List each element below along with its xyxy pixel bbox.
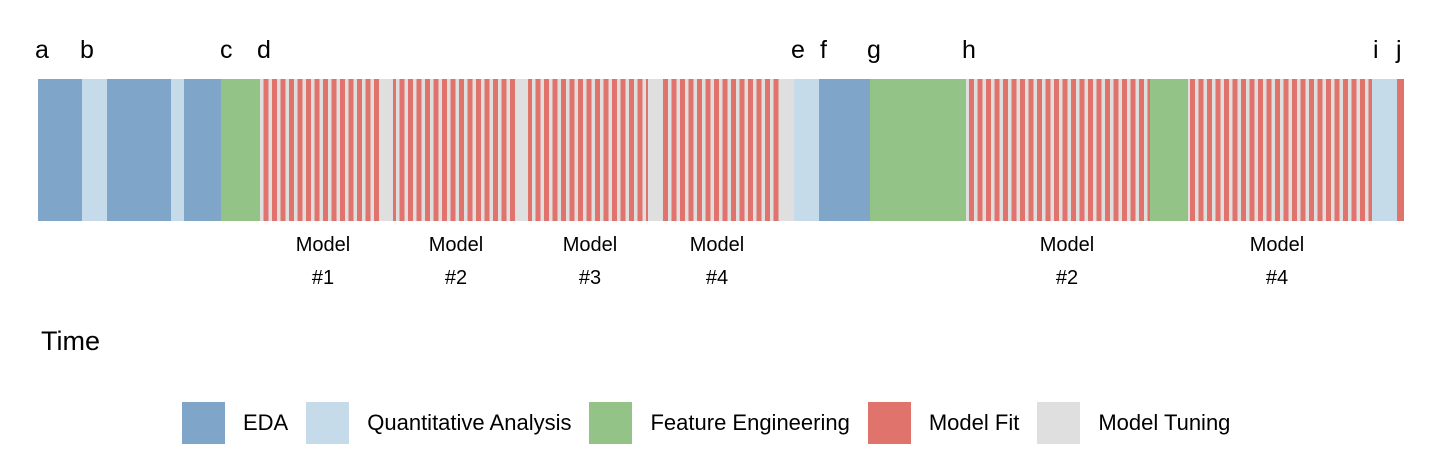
segment-model-fit (1397, 79, 1404, 221)
segment-eda (107, 79, 171, 221)
model-label-2: Model #2 (429, 234, 483, 289)
model-label-line2: #4 (706, 267, 728, 289)
segment-eda (38, 79, 82, 221)
legend-label-quantitative-analysis: Quantitative Analysis (367, 410, 572, 435)
segment-model-tuning (515, 79, 528, 221)
legend-item-feature-engineering: Feature Engineering (589, 402, 850, 444)
model-label-line2: #2 (445, 267, 467, 289)
model-label-line1: Model (1040, 234, 1094, 256)
timeline-bar (38, 79, 1404, 221)
marker-letter-i: i (1373, 36, 1379, 64)
marker-letter-c: c (220, 36, 233, 64)
model-label-1: Model #1 (296, 234, 350, 289)
legend-label-feature-engineering: Feature Engineering (650, 410, 850, 435)
legend-swatch-eda (182, 402, 225, 444)
time-axis-label: Time (41, 326, 100, 356)
model-label-line1: Model (296, 234, 350, 256)
segment-feature-engineering (1150, 79, 1188, 221)
model-label-line1: Model (429, 234, 483, 256)
segment-quantitative-analysis (82, 79, 107, 221)
marker-letter-f: f (820, 36, 827, 64)
legend-label-model-tuning: Model Tuning (1098, 410, 1231, 435)
marker-letter-a: a (35, 36, 49, 64)
segment-model-tuning (648, 79, 660, 221)
model-label-6: Model #4 (1250, 234, 1304, 289)
model-label-line1: Model (563, 234, 617, 256)
segment-model-fit-tuning-model-2 (966, 79, 1150, 221)
marker-letter-h: h (962, 36, 976, 64)
legend: EDA Quantitative Analysis Feature Engine… (182, 402, 1248, 444)
segment-eda (184, 79, 221, 221)
legend-swatch-feature-engineering (589, 402, 633, 444)
legend-item-model-fit: Model Fit (867, 402, 1020, 444)
model-label-line2: #3 (579, 267, 601, 289)
legend-item-model-tuning: Model Tuning (1037, 402, 1230, 444)
segment-model-tuning (380, 79, 393, 221)
model-label-line2: #4 (1266, 267, 1288, 289)
segment-model-fit-tuning-model-4 (1188, 79, 1372, 221)
model-label-3: Model #3 (563, 234, 617, 289)
model-label-4: Model #4 (690, 234, 744, 289)
segment-model-fit-tuning-model-2 (393, 79, 515, 221)
segment-feature-engineering (870, 79, 966, 221)
segment-model-fit-tuning-model-1 (260, 79, 380, 221)
model-label-5: Model #2 (1040, 234, 1094, 289)
segment-model-fit-tuning-model-4 (660, 79, 782, 221)
segment-feature-engineering (221, 79, 260, 221)
marker-letter-j: j (1395, 36, 1402, 64)
legend-swatch-quantitative-analysis (306, 402, 350, 444)
legend-label-eda: EDA (243, 410, 289, 435)
segment-eda (819, 79, 870, 221)
legend-item-eda: EDA (182, 402, 288, 444)
marker-letter-b: b (80, 36, 94, 64)
segment-quantitative-analysis (171, 79, 184, 221)
model-label-line2: #1 (312, 267, 334, 289)
legend-swatch-model-fit (867, 402, 911, 444)
segment-model-fit-tuning-model-3 (528, 79, 648, 221)
model-label-line1: Model (690, 234, 744, 256)
legend-item-quantitative-analysis: Quantitative Analysis (306, 402, 571, 444)
marker-letter-d: d (257, 36, 271, 64)
model-label-line1: Model (1250, 234, 1304, 256)
segment-quantitative-analysis (1372, 79, 1397, 221)
marker-letter-g: g (867, 36, 881, 64)
legend-swatch-model-tuning (1037, 402, 1081, 444)
model-label-line2: #2 (1056, 267, 1078, 289)
segment-quantitative-analysis (794, 79, 819, 221)
legend-label-model-fit: Model Fit (928, 410, 1020, 435)
marker-letter-e: e (791, 36, 805, 64)
segment-model-tuning (782, 79, 794, 221)
